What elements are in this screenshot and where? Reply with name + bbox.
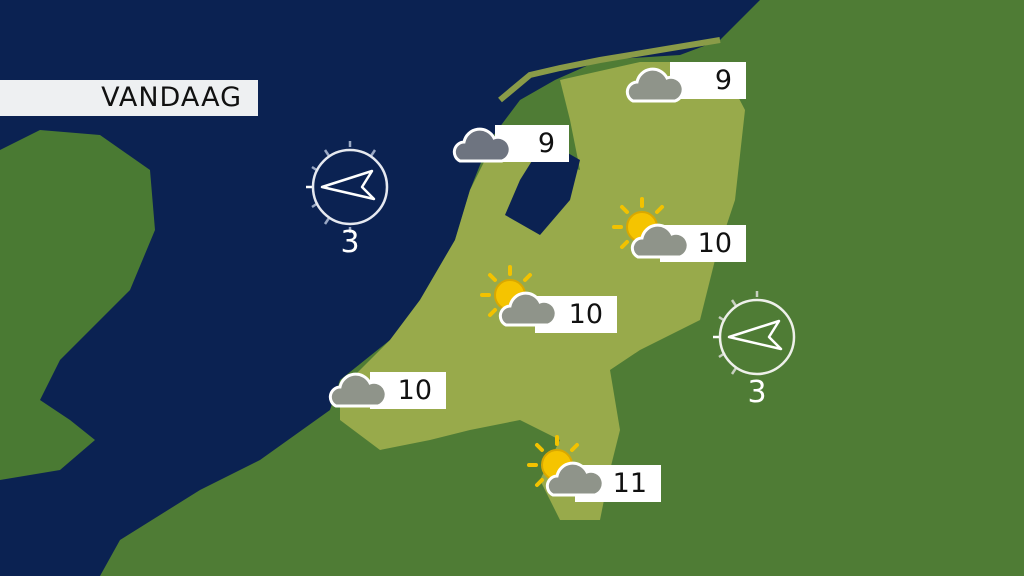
wind-indicator: 3 — [300, 137, 400, 267]
land-uk — [0, 130, 155, 480]
sun — [612, 197, 664, 249]
sun-cloud-icon — [480, 265, 555, 327]
sun-cloud-icon — [527, 435, 602, 497]
ijsselmeer — [505, 140, 580, 235]
title-banner: VANDAAG — [0, 80, 258, 116]
cloud-icon — [625, 67, 685, 103]
wind-arrow-icon — [306, 141, 389, 233]
wind-speed: 3 — [747, 375, 767, 410]
sun — [480, 265, 532, 317]
wind-speed: 3 — [340, 225, 360, 260]
cloud-icon — [328, 372, 388, 408]
sun-cloud-icon — [612, 197, 687, 259]
dark-cloud-icon — [452, 127, 512, 163]
sun — [527, 435, 579, 487]
wadden-islands — [498, 37, 721, 103]
wind-indicator: 3 — [707, 287, 807, 417]
wind-arrow-icon — [713, 291, 796, 376]
